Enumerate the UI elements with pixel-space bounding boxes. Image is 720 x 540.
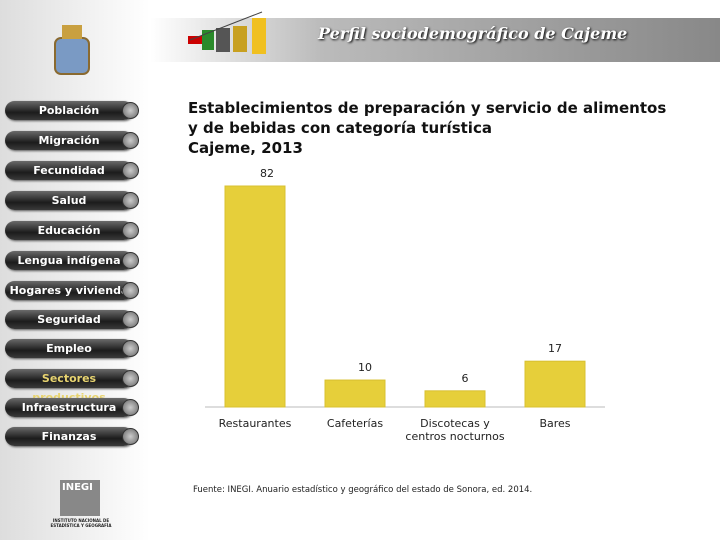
x-tick-label: Restaurantes	[218, 417, 292, 430]
menu-button[interactable]: Empleo	[5, 339, 139, 358]
menu-button[interactable]: Hogares y vivienda	[5, 281, 139, 300]
sidebar	[0, 0, 150, 540]
menu-button[interactable]: Migración	[5, 131, 139, 150]
menu-button[interactable]: Finanzas	[5, 427, 139, 446]
chart-subtitle: Cajeme, 2013	[188, 139, 303, 157]
x-tick-label: Bares	[539, 417, 571, 430]
menu-button[interactable]: Sectores productivos	[5, 369, 139, 404]
bar	[324, 379, 386, 408]
value-label: 6	[462, 372, 469, 385]
header-icon	[188, 11, 266, 54]
logo-caption: INSTITUTO NACIONAL DE ESTADÍSTICA Y GEOG…	[50, 518, 112, 528]
chart-title-line: y de bebidas con categoría turística	[188, 119, 492, 137]
x-tick-label: Cafeterías	[326, 417, 384, 430]
menu-button[interactable]: Población	[5, 101, 139, 120]
chart-title-line: Establecimientos de preparación y servic…	[188, 99, 667, 117]
menu-button[interactable]: Salud	[5, 191, 139, 210]
bar	[224, 185, 286, 408]
menu-button[interactable]: Educación	[5, 221, 139, 240]
bar	[524, 360, 586, 408]
menu-button[interactable]: Lengua indígena	[5, 251, 139, 270]
logo-name: INEGI	[62, 482, 93, 493]
value-label: 82	[260, 167, 274, 180]
inegi-logo	[60, 480, 100, 516]
menu-button[interactable]: Seguridad	[5, 310, 139, 329]
menu-button[interactable]: Fecundidad	[5, 161, 139, 180]
bar	[424, 390, 486, 408]
source: Fuente: INEGI. Anuario estadístico y geo…	[193, 485, 533, 495]
chart-title: Establecimientos de preparación y servic…	[188, 98, 666, 158]
emblem	[54, 25, 90, 75]
value-label: 10	[358, 361, 372, 374]
value-label: 17	[548, 342, 562, 355]
x-tick-label: Discotecas y centros nocturnos	[405, 417, 505, 443]
menu-button[interactable]: Infraestructura	[5, 398, 139, 417]
header-title: Perfil sociodemográfico de Cajeme	[318, 24, 628, 43]
